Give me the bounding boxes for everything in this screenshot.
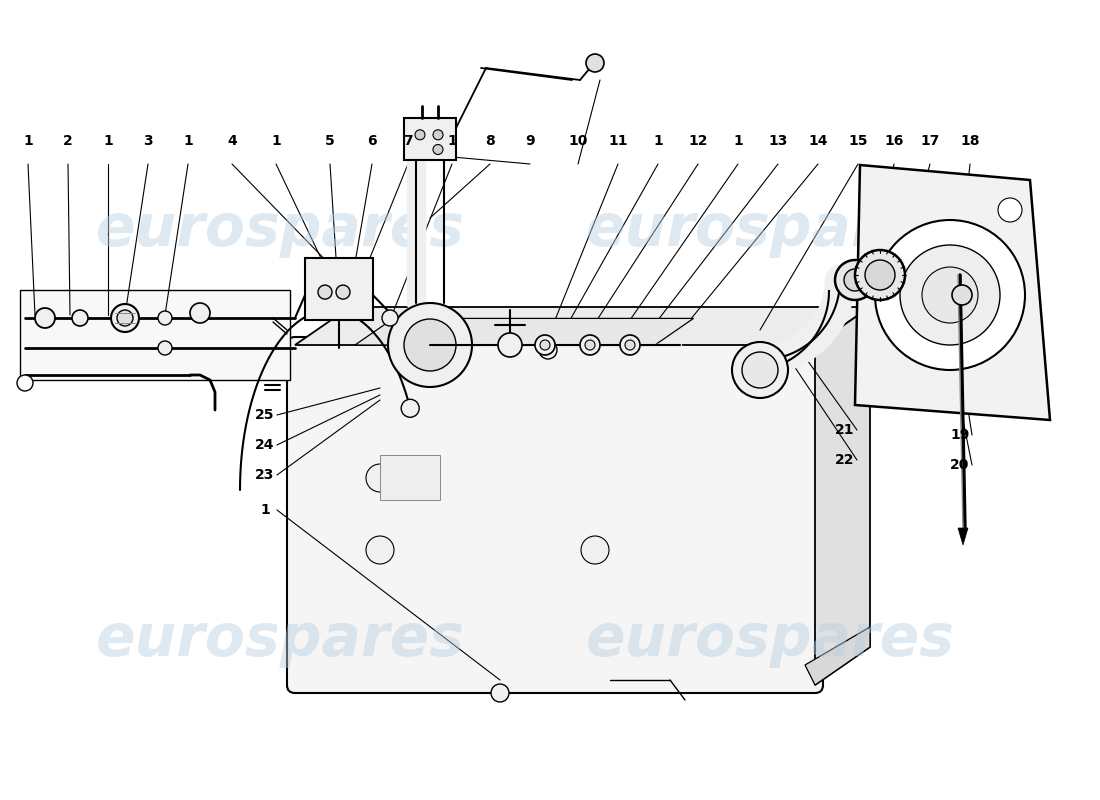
Circle shape: [491, 684, 509, 702]
Text: 5: 5: [326, 134, 334, 148]
Text: 4: 4: [227, 134, 236, 148]
Text: eurospares: eurospares: [585, 202, 955, 258]
Bar: [379, 455, 440, 500]
Circle shape: [117, 310, 133, 326]
Text: 2: 2: [63, 134, 73, 148]
Circle shape: [621, 336, 639, 354]
Text: 1: 1: [183, 134, 192, 148]
Text: 23: 23: [255, 468, 275, 482]
Circle shape: [952, 285, 972, 305]
Text: 14: 14: [808, 134, 827, 148]
Circle shape: [586, 54, 604, 72]
Circle shape: [539, 341, 557, 359]
Polygon shape: [805, 627, 870, 685]
Text: 1: 1: [103, 134, 113, 148]
Circle shape: [433, 145, 443, 154]
Circle shape: [498, 333, 522, 357]
Circle shape: [855, 250, 905, 300]
Circle shape: [366, 464, 394, 492]
Circle shape: [35, 308, 55, 328]
Polygon shape: [355, 318, 693, 345]
Circle shape: [844, 269, 866, 291]
Circle shape: [412, 339, 448, 375]
Circle shape: [382, 310, 398, 326]
Circle shape: [998, 198, 1022, 222]
Bar: [20, 290, 290, 380]
Polygon shape: [855, 165, 1050, 420]
Circle shape: [433, 130, 443, 140]
Text: 1: 1: [653, 134, 663, 148]
Text: 24: 24: [255, 438, 275, 452]
Circle shape: [500, 336, 519, 354]
Text: 13: 13: [768, 134, 788, 148]
Text: 15: 15: [848, 134, 868, 148]
Circle shape: [581, 536, 609, 564]
Circle shape: [835, 260, 874, 300]
Circle shape: [318, 285, 332, 299]
Circle shape: [625, 340, 635, 350]
Circle shape: [404, 319, 456, 371]
Circle shape: [540, 340, 550, 350]
Text: 21: 21: [835, 423, 855, 437]
Text: 17: 17: [921, 134, 939, 148]
Circle shape: [366, 536, 394, 564]
Text: 25: 25: [255, 408, 275, 422]
Text: 19: 19: [950, 428, 970, 442]
Text: 9: 9: [525, 134, 535, 148]
Circle shape: [16, 375, 33, 391]
Text: 1: 1: [271, 134, 281, 148]
Circle shape: [158, 341, 172, 355]
Text: 7: 7: [404, 134, 412, 148]
Text: 11: 11: [608, 134, 628, 148]
Circle shape: [415, 130, 425, 140]
Text: 12: 12: [689, 134, 707, 148]
Circle shape: [158, 311, 172, 325]
Circle shape: [874, 220, 1025, 370]
Circle shape: [922, 267, 978, 323]
Bar: [404, 118, 456, 160]
Text: 1: 1: [733, 134, 742, 148]
Text: 6: 6: [367, 134, 377, 148]
Circle shape: [535, 335, 556, 355]
Text: 8: 8: [485, 134, 495, 148]
Text: 22: 22: [835, 453, 855, 467]
Text: eurospares: eurospares: [96, 611, 464, 669]
Circle shape: [111, 304, 139, 332]
Circle shape: [388, 303, 472, 387]
Text: 18: 18: [960, 134, 980, 148]
Circle shape: [72, 310, 88, 326]
Circle shape: [900, 245, 1000, 345]
Circle shape: [402, 399, 419, 418]
Text: 1: 1: [447, 134, 456, 148]
Polygon shape: [815, 307, 870, 685]
Bar: [305, 258, 373, 320]
Circle shape: [732, 342, 788, 398]
Text: eurospares: eurospares: [96, 202, 464, 258]
Circle shape: [581, 336, 600, 354]
Text: 10: 10: [569, 134, 587, 148]
Circle shape: [336, 285, 350, 299]
Circle shape: [620, 335, 640, 355]
Text: 20: 20: [950, 458, 970, 472]
Circle shape: [190, 303, 210, 323]
Circle shape: [585, 340, 595, 350]
Circle shape: [580, 335, 600, 355]
Circle shape: [742, 352, 778, 388]
Polygon shape: [295, 307, 870, 345]
Text: eurospares: eurospares: [585, 611, 955, 669]
Text: 16: 16: [884, 134, 904, 148]
Polygon shape: [958, 528, 968, 545]
Circle shape: [865, 260, 895, 290]
FancyBboxPatch shape: [287, 337, 823, 693]
Text: 1: 1: [260, 503, 270, 517]
Text: 1: 1: [23, 134, 33, 148]
Text: 3: 3: [143, 134, 153, 148]
